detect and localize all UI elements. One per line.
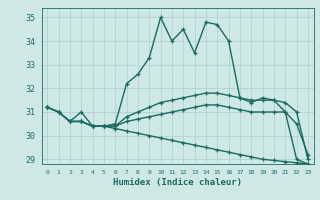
X-axis label: Humidex (Indice chaleur): Humidex (Indice chaleur) [113,178,242,187]
